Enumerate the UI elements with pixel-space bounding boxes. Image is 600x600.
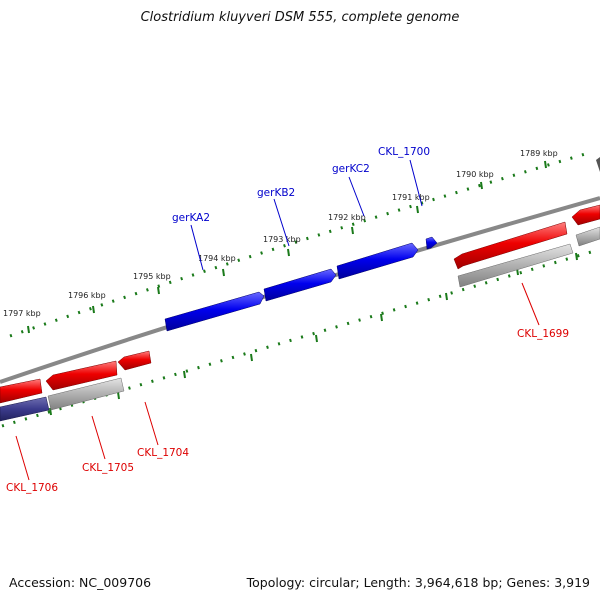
major-tick: [27, 325, 30, 334]
label-CKL_1706[interactable]: CKL_1706: [6, 482, 58, 494]
gene-gerKA2[interactable]: [164, 291, 265, 332]
major-tick: [157, 286, 160, 295]
right-edge-feature: [596, 157, 600, 172]
major-tick: [575, 252, 578, 261]
leader-CKL_1705: [91, 415, 106, 460]
leader-CKL_1704: [144, 401, 159, 446]
major-tick: [250, 353, 253, 362]
label-leaders: [15, 159, 540, 481]
scale-label: 1794 kbp: [198, 254, 236, 263]
cds-track: [0, 226, 600, 422]
major-tick: [92, 305, 95, 314]
scale-label: 1796 kbp: [68, 291, 106, 300]
leader-gerKC2: [348, 176, 365, 217]
gene-CKL_1699[interactable]: [453, 221, 568, 270]
scale-labels: 1789 kbp 1790 kbp 1791 kbp 1792 kbp 1793 kbp…: [3, 149, 558, 318]
major-tick: [480, 181, 483, 190]
gene-gerKB2[interactable]: [263, 268, 337, 302]
major-tick: [416, 205, 419, 214]
gene-CKL_1706[interactable]: [0, 378, 43, 404]
leader-gerKB2: [273, 198, 290, 247]
major-tick: [380, 313, 383, 322]
major-tick: [445, 292, 448, 301]
scale-label: 1791 kbp: [392, 193, 430, 202]
leader-gerKA2: [190, 224, 204, 271]
scale-label: 1793 kbp: [263, 235, 301, 244]
label-CKL_1699[interactable]: CKL_1699: [517, 328, 569, 340]
major-tick: [544, 160, 547, 169]
cds-CKL_1706[interactable]: [0, 396, 50, 422]
accession-text: Accession: NC_009706: [9, 575, 152, 590]
gene-CKL_1700[interactable]: [425, 236, 438, 250]
label-CKL_1705[interactable]: CKL_1705: [82, 462, 134, 474]
label-gerKB2[interactable]: gerKB2: [257, 187, 295, 199]
genome-summary-text: Topology: circular; Length: 3,964,618 bp…: [246, 575, 590, 590]
leader-CKL_1706: [15, 435, 30, 481]
major-tick: [117, 391, 120, 400]
label-CKL_1704[interactable]: CKL_1704: [137, 447, 189, 459]
upper-major-ticks: [27, 160, 547, 334]
gene-gerKC2[interactable]: [336, 242, 419, 280]
major-tick: [287, 248, 290, 257]
label-gerKC2[interactable]: gerKC2: [332, 163, 370, 175]
cds-CKL_1699[interactable]: [457, 243, 574, 288]
leader-CKL_1700: [409, 159, 423, 207]
label-CKL_1700[interactable]: CKL_1700: [378, 146, 430, 158]
cds-CKL_1705[interactable]: [47, 377, 125, 411]
gene-CKL_1704[interactable]: [117, 350, 152, 371]
gene-CKL_1705[interactable]: [45, 360, 118, 391]
major-tick: [222, 268, 225, 277]
gene-CKL_1699-right-partial[interactable]: [571, 204, 600, 226]
major-tick: [315, 334, 318, 343]
scale-label: 1797 kbp: [3, 309, 41, 318]
cds-right-partial[interactable]: [575, 226, 600, 247]
reverse-strand-genes: [0, 204, 600, 404]
major-tick: [49, 407, 52, 416]
major-tick: [351, 226, 354, 235]
forward-strand-genes: [164, 236, 438, 332]
map-title: Clostridium kluyveri DSM 555, complete g…: [140, 10, 460, 25]
major-tick: [183, 370, 186, 379]
scale-label: 1792 kbp: [328, 213, 366, 222]
scale-label: 1790 kbp: [456, 170, 494, 179]
scale-label: 1795 kbp: [133, 272, 171, 281]
leader-CKL_1699: [521, 282, 540, 326]
label-gerKA2[interactable]: gerKA2: [172, 212, 210, 224]
scale-label: 1789 kbp: [520, 149, 558, 158]
gene-labels: CKL_1700 gerKC2 gerKB2 gerKA2 CKL_1699 C…: [6, 146, 569, 494]
